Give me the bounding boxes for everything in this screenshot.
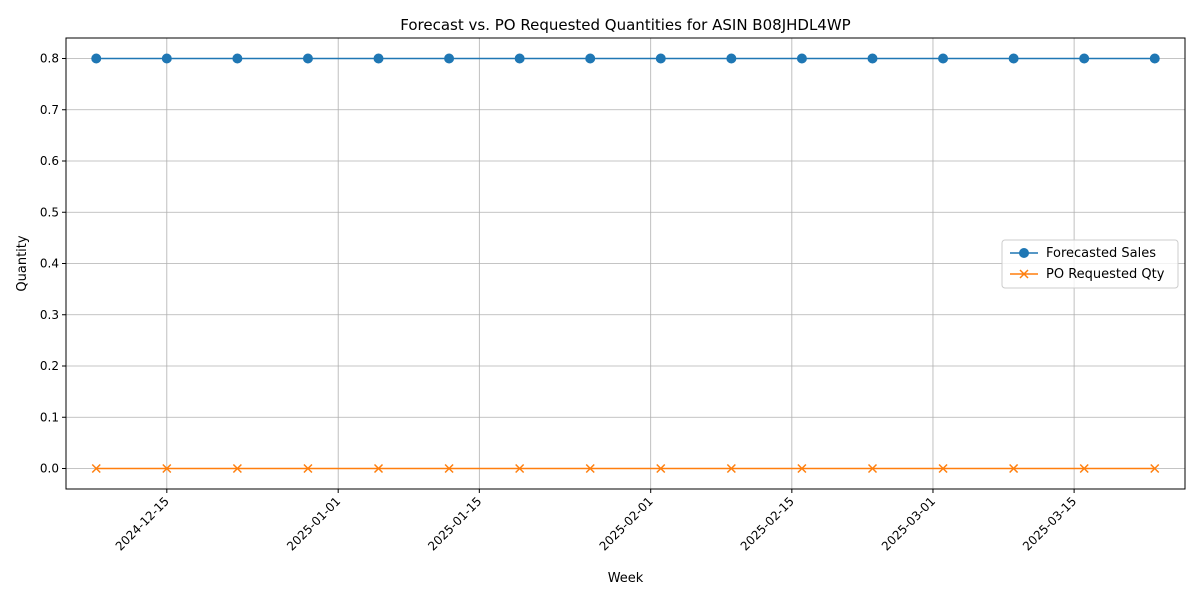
- legend-swatch-marker: [1019, 269, 1029, 279]
- data-point: [303, 463, 313, 474]
- y-axis-title: Quantity: [15, 235, 30, 291]
- legend-swatch-marker: [1019, 248, 1029, 258]
- data-point: [91, 463, 101, 474]
- y-tick-label: 0.2: [40, 359, 59, 373]
- data-point: [1008, 53, 1019, 64]
- data-point: [867, 53, 878, 64]
- data-point: [1079, 53, 1090, 64]
- x-tick-label: 2025-02-01: [597, 494, 656, 553]
- data-point: [1079, 463, 1089, 474]
- data-point: [585, 463, 595, 474]
- data-point: [1009, 463, 1019, 474]
- legend: Forecasted Sales PO Requested Qty: [1001, 239, 1179, 289]
- data-point: [91, 53, 102, 64]
- data-point: [726, 53, 737, 64]
- series-layer: [91, 53, 1160, 474]
- y-axis: 0.0 0.1 0.2 0.3 0.4 0.5 0.6 0.7 0.8: [40, 52, 66, 476]
- y-tick-label: 0.0: [40, 462, 59, 476]
- y-tick-label: 0.1: [40, 410, 59, 424]
- data-point: [302, 53, 313, 64]
- series-2: [91, 463, 1160, 474]
- chart-title: Forecast vs. PO Requested Quantities for…: [400, 16, 850, 34]
- data-point: [444, 463, 454, 474]
- data-point: [938, 53, 949, 64]
- y-tick-label: 0.7: [40, 103, 59, 117]
- data-point: [232, 53, 243, 64]
- y-tick-label: 0.3: [40, 308, 59, 322]
- x-tick-label: 2025-03-15: [1020, 494, 1079, 553]
- data-point: [515, 463, 525, 474]
- grid: [66, 38, 1185, 489]
- data-point: [585, 53, 596, 64]
- series-1: [91, 53, 1160, 64]
- data-point: [938, 463, 948, 474]
- data-point: [867, 463, 878, 474]
- y-tick-label: 0.6: [40, 154, 59, 168]
- data-point: [726, 463, 736, 474]
- legend-box: [1001, 239, 1179, 289]
- x-axis: 2024-12-15 2025-01-01 2025-01-15 2025-02-01…: [113, 489, 1079, 553]
- data-point: [161, 53, 172, 64]
- data-point: [797, 463, 807, 474]
- y-tick-label: 0.8: [40, 52, 59, 66]
- x-tick-label: 2025-01-15: [425, 494, 484, 553]
- data-point: [1149, 53, 1160, 64]
- data-point: [232, 463, 242, 474]
- x-tick-label: 2025-03-01: [879, 494, 938, 553]
- x-tick-label: 2024-12-15: [113, 494, 172, 553]
- data-point: [373, 53, 384, 64]
- data-point: [373, 463, 384, 474]
- x-tick-label: 2025-02-15: [738, 494, 797, 553]
- legend-item: PO Requested Qty: [1010, 267, 1165, 282]
- legend-item: Forecasted Sales: [1010, 246, 1156, 261]
- legend-label: Forecasted Sales: [1046, 246, 1156, 261]
- data-point: [796, 53, 807, 64]
- data-point: [655, 53, 666, 64]
- y-tick-label: 0.5: [40, 205, 59, 219]
- legend-label: PO Requested Qty: [1046, 267, 1165, 282]
- data-point: [162, 463, 172, 474]
- data-point: [1150, 463, 1160, 474]
- data-point: [514, 53, 525, 64]
- x-tick-label: 2025-01-01: [284, 494, 343, 553]
- data-point: [444, 53, 455, 64]
- data-point: [656, 463, 666, 474]
- y-tick-label: 0.4: [40, 257, 59, 271]
- x-axis-title: Week: [608, 571, 644, 586]
